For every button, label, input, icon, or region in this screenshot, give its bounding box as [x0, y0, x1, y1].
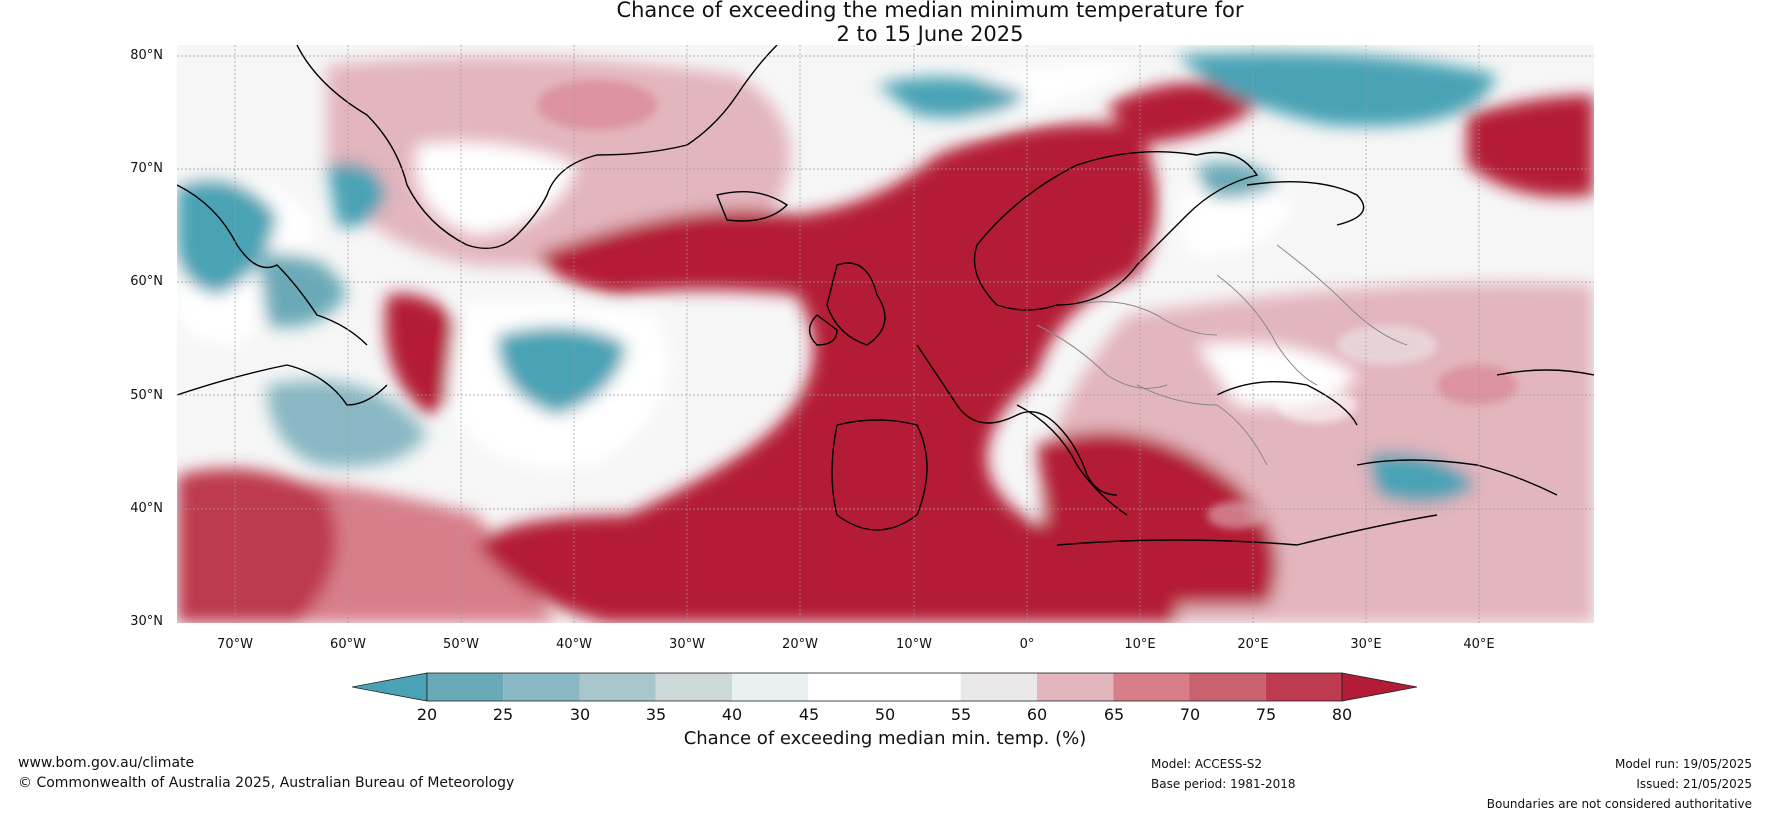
colorbar-tick-30: 30 — [569, 705, 591, 724]
colorbar-segment — [732, 673, 809, 701]
colorbar-outline — [426, 672, 1343, 702]
lon-label-10w: 10°W — [896, 637, 932, 652]
footer-boundaries: Boundaries are not considered authoritat… — [1486, 797, 1752, 811]
lon-label-40e: 40°E — [1463, 637, 1495, 652]
colorbar-tick-70: 70 — [1179, 705, 1201, 724]
probability-field — [177, 52, 1594, 623]
lat-label-60n: 60°N — [130, 274, 163, 289]
lat-label-50n: 50°N — [130, 388, 163, 403]
lon-label-30w: 30°W — [669, 637, 705, 652]
map-canvas — [177, 45, 1594, 623]
footer-url: www.bom.gov.au/climate — [18, 755, 195, 771]
colorbar-tick-40: 40 — [721, 705, 743, 724]
colorbar-segment — [655, 673, 732, 701]
colorbar-segment — [1113, 673, 1190, 701]
lon-label-50w: 50°W — [443, 637, 479, 652]
colorbar-segment — [884, 673, 961, 701]
colorbar-segment — [427, 673, 504, 701]
colorbar-tick-60: 60 — [1026, 705, 1048, 724]
colorbar-tick-35: 35 — [645, 705, 667, 724]
colorbar-tick-75: 75 — [1255, 705, 1277, 724]
graticule — [177, 45, 1594, 623]
colorbar-extend-low — [351, 672, 428, 702]
colorbar-tick-50: 50 — [874, 705, 896, 724]
footer-model: Model: ACCESS-S2 — [1151, 757, 1263, 771]
colorbar-segment — [1265, 673, 1342, 701]
colorbar-title: Chance of exceeding median min. temp. (%… — [683, 728, 1087, 749]
lon-label-20w: 20°W — [782, 637, 818, 652]
forecast-map — [177, 45, 1594, 623]
colorbar-tick-55: 55 — [950, 705, 972, 724]
lat-label-30n: 30°N — [130, 614, 163, 629]
colorbar-tick-25: 25 — [492, 705, 514, 724]
footer-copyright: © Commonwealth of Australia 2025, Austra… — [18, 775, 515, 791]
colorbar-tick-20: 20 — [416, 705, 438, 724]
lat-label-80n: 80°N — [130, 48, 163, 63]
lon-label-20e: 20°E — [1237, 637, 1269, 652]
country-borders — [1036, 244, 1408, 466]
colorbar-svg — [351, 672, 1418, 702]
footer-issued: Issued: 21/05/2025 — [1636, 777, 1752, 791]
lon-label-70w: 70°W — [217, 637, 253, 652]
colorbar-tick-45: 45 — [798, 705, 820, 724]
footer-model-run: Model run: 19/05/2025 — [1614, 757, 1752, 771]
lon-label-10e: 10°E — [1124, 637, 1156, 652]
lat-label-70n: 70°N — [130, 161, 163, 176]
colorbar-extend-high — [1341, 672, 1418, 702]
map-title: Chance of exceeding the median minimum t… — [0, 0, 1770, 46]
footer-base-period: Base period: 1981-2018 — [1151, 777, 1296, 791]
colorbar-segment — [579, 673, 656, 701]
colorbar-segment — [1037, 673, 1114, 701]
lon-label-60w: 60°W — [330, 637, 366, 652]
title-line-1: Chance of exceeding the median minimum t… — [616, 0, 1244, 22]
lon-label-40w: 40°W — [556, 637, 592, 652]
colorbar — [351, 672, 1418, 702]
colorbar-tick-80: 80 — [1331, 705, 1353, 724]
colorbar-segment — [503, 673, 580, 701]
coastlines — [177, 45, 1594, 546]
title-line-2: 2 to 15 June 2025 — [836, 22, 1024, 46]
colorbar-segment — [960, 673, 1037, 701]
colorbar-segment — [808, 673, 885, 701]
lon-label-30e: 30°E — [1350, 637, 1382, 652]
colorbar-segment — [1189, 673, 1266, 701]
lat-label-40n: 40°N — [130, 501, 163, 516]
lon-label-0: 0° — [1019, 637, 1035, 652]
colorbar-tick-65: 65 — [1103, 705, 1125, 724]
